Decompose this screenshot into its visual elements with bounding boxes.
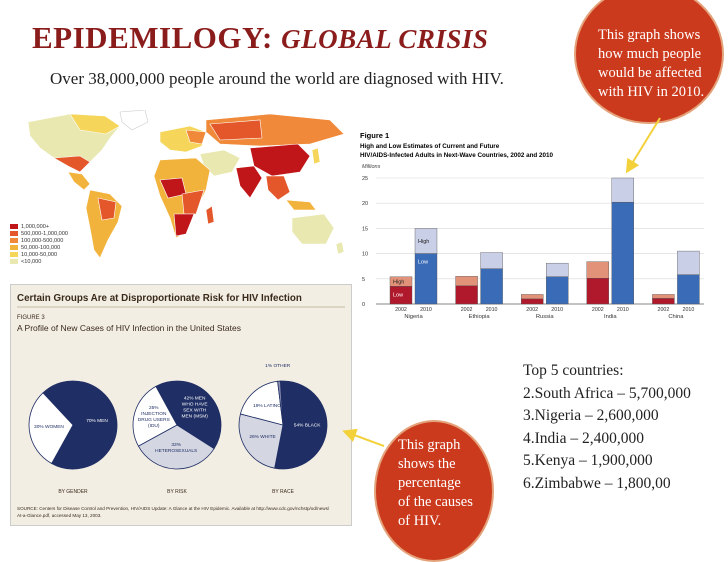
title-main: EPIDEMILOGY: xyxy=(32,20,273,55)
x-year-label: 2010 xyxy=(486,307,498,313)
legend-item: 1,000,000+ xyxy=(10,224,68,231)
x-year-label: 2010 xyxy=(420,307,432,313)
callout-causes: This graph shows the percentage of the c… xyxy=(374,420,494,562)
bar-low-nigeria-2010 xyxy=(414,253,438,305)
top-countries-heading: Top 5 countries: xyxy=(523,362,624,379)
x-year-label: 2002 xyxy=(395,307,407,313)
pie-slice xyxy=(239,380,284,426)
x-category-label: India xyxy=(604,314,617,320)
x-year-label: 2002 xyxy=(526,307,538,313)
bar-high-india-2010 xyxy=(611,177,635,203)
legend-item: 50,000-100,000 xyxy=(10,245,68,252)
figure-1-title-line1: High and Low Estimates of Current and Fu… xyxy=(360,143,500,150)
page-title: EPIDEMILOGY: GLOBAL CRISIS xyxy=(32,20,488,56)
figure-3-svg: Certain Groups Are at Disproportionate R… xyxy=(17,293,345,518)
y-tick-label: 10 xyxy=(362,252,368,258)
list-item: 4.India – 2,400,000 xyxy=(523,429,644,447)
y-tick-label: 15 xyxy=(362,226,368,232)
bar-high-india-2002 xyxy=(586,261,610,279)
figure-3-chart: Certain Groups Are at Disproportionate R… xyxy=(10,284,352,526)
figure-3-source-line2: At-a-Glance.pdf, accessed May 13, 2003. xyxy=(17,513,102,518)
bar-low-india-2010 xyxy=(611,201,635,305)
y-tick-label: 20 xyxy=(362,201,368,207)
bar-label-low: Low xyxy=(418,260,428,266)
pie-slice xyxy=(132,385,178,447)
figure-3-source: SOURCE: Centers for Disease Control and … xyxy=(17,506,330,511)
bar-high-ethiopia-2002 xyxy=(455,276,478,287)
pie-caption: BY GENDER xyxy=(58,489,88,495)
bar-low-china-2010 xyxy=(677,274,700,305)
bar-low-ethiopia-2010 xyxy=(480,268,503,305)
bar-label-high: High xyxy=(393,279,404,285)
pie-caption: BY RISK xyxy=(167,489,187,495)
figure-3-title: A Profile of New Cases of HIV Infection … xyxy=(17,323,241,333)
pie-slice-label: 30% WOMEN xyxy=(34,424,64,430)
x-category-label: Nigeria xyxy=(404,314,423,320)
list-item: 6.Zimbabwe – 1,800,00 xyxy=(523,474,671,492)
figure-1-label: Figure 1 xyxy=(360,131,389,140)
bar-low-nigeria-2002 xyxy=(389,286,413,305)
x-year-label: 2002 xyxy=(658,307,670,313)
y-tick-label: 0 xyxy=(362,302,365,308)
pie-slice xyxy=(277,380,284,426)
legend-item: 100,000-500,000 xyxy=(10,238,68,245)
pie-slice xyxy=(42,380,118,470)
pie-caption: BY RACE xyxy=(272,489,295,495)
world-map-graphic xyxy=(27,109,345,259)
figure-1-title-line2: HIV/AIDS-Infected Adults in Next-Wave Co… xyxy=(360,152,554,159)
bar-label-high: High xyxy=(418,239,429,245)
bar-low-russia-2002 xyxy=(520,298,544,305)
y-tick-label: 5 xyxy=(362,277,365,283)
pie-slice-label: 54% BLACK xyxy=(294,423,321,429)
figure-1-ylabel: Millions xyxy=(362,164,381,170)
bar-low-india-2002 xyxy=(586,278,610,305)
x-year-label: 2010 xyxy=(617,307,629,313)
pie-slice xyxy=(238,413,284,469)
list-item: 5.Kenya – 1,900,000 xyxy=(523,452,653,469)
pie-slice xyxy=(28,392,74,465)
figure-1-chart: Figure 1 High and Low Estimates of Curre… xyxy=(358,128,706,335)
title-emphasis: GLOBAL CRISIS xyxy=(281,24,489,54)
figure-1-svg: Figure 1 High and Low Estimates of Curre… xyxy=(360,131,704,320)
callout-future-cases: This graph shows how much people would b… xyxy=(574,0,724,124)
list-item: 3.Nigeria – 2,600,000 xyxy=(523,407,659,424)
x-year-label: 2010 xyxy=(683,307,695,313)
bar-low-ethiopia-2002 xyxy=(455,285,478,305)
pie-slice-label: 42% MEN WHO HAVE SEX WITH MEN (MSM) xyxy=(181,395,208,419)
pie-slice-label: 25% INJECTION DRUG USERS (IDU) xyxy=(138,405,170,429)
legend-item: 10,000-50,000 xyxy=(10,252,68,259)
figure-3-headline: Certain Groups Are at Disproportionate R… xyxy=(17,293,302,304)
bar-low-russia-2010 xyxy=(545,276,569,305)
x-category-label: China xyxy=(668,314,684,320)
legend-item: 500,000-1,000,000 xyxy=(10,231,68,238)
bar-high-russia-2010 xyxy=(545,262,569,277)
bar-high-china-2010 xyxy=(677,250,700,275)
subtitle: Over 38,000,000 people around the world … xyxy=(50,69,504,88)
y-tick-label: 25 xyxy=(362,176,368,182)
bar-low-china-2002 xyxy=(652,298,675,305)
x-year-label: 2002 xyxy=(461,307,473,313)
top-countries-list: Top 5 countries: 2.South Africa – 5,700,… xyxy=(523,360,691,495)
world-map: 1,000,000+ 500,000-1,000,000 100,000-500… xyxy=(10,109,350,270)
map-legend: 1,000,000+ 500,000-1,000,000 100,000-500… xyxy=(10,224,68,266)
pie-slice-label: 33% HETEROSEXUALS xyxy=(155,442,197,454)
pie-slice-label: 70% MEN xyxy=(86,418,108,424)
bar-label-low: Low xyxy=(393,292,403,298)
bar-high-russia-2002 xyxy=(520,294,544,300)
pie-slice-label: 1% OTHER xyxy=(265,363,291,369)
x-category-label: Russia xyxy=(536,314,554,320)
legend-item: <10,000 xyxy=(10,259,68,266)
pie-slice xyxy=(274,380,328,470)
x-category-label: Ethiopia xyxy=(469,314,491,320)
bar-high-china-2002 xyxy=(652,294,675,299)
pie-slice-label: 26% WHITE xyxy=(249,434,275,440)
list-item: 2.South Africa – 5,700,000 xyxy=(523,384,691,402)
x-year-label: 2002 xyxy=(592,307,604,313)
x-year-label: 2010 xyxy=(551,307,563,313)
pie-slice xyxy=(155,380,222,450)
pie-slice-label: 19% LATINO xyxy=(253,403,281,409)
figure-3-label: FIGURE 3 xyxy=(17,315,45,321)
bar-high-ethiopia-2010 xyxy=(480,252,503,269)
